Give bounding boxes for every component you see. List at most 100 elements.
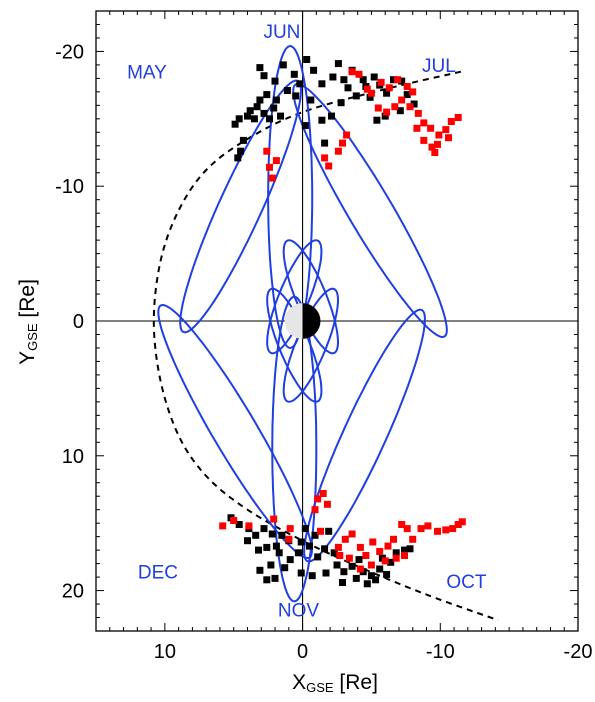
data-points — [219, 56, 466, 588]
black-data-point — [322, 569, 330, 577]
axis-ticks — [95, 10, 579, 632]
black-data-point — [314, 553, 322, 561]
black-data-point — [383, 570, 391, 578]
black-data-point — [234, 154, 242, 162]
black-data-point — [403, 91, 411, 99]
black-data-point — [410, 100, 418, 108]
black-data-point — [352, 92, 360, 100]
red-data-point — [454, 521, 462, 528]
red-data-point — [454, 114, 462, 121]
red-data-point — [268, 174, 276, 182]
black-data-point — [308, 572, 316, 580]
red-data-point — [363, 85, 371, 93]
red-data-point — [377, 78, 385, 86]
black-data-point — [392, 549, 400, 557]
red-data-point — [434, 527, 441, 535]
red-data-point — [341, 535, 349, 543]
red-data-point — [272, 157, 280, 165]
red-data-point — [230, 517, 238, 524]
black-data-point — [272, 96, 280, 104]
red-data-point — [385, 84, 393, 92]
red-data-point — [343, 131, 351, 139]
earth-day-side — [284, 303, 303, 339]
red-data-point — [325, 162, 333, 170]
month-labels: JUN MAY JUL DEC NOV OCT — [127, 22, 487, 621]
black-data-point — [260, 525, 268, 533]
black-data-point — [348, 562, 356, 570]
red-data-point — [369, 538, 377, 546]
y-tick-label: -10 — [55, 176, 84, 198]
red-data-point — [409, 88, 417, 96]
black-data-point — [301, 122, 309, 130]
red-data-point — [390, 535, 397, 543]
y-axis-title-sub: GSE — [25, 323, 40, 351]
red-data-point — [319, 490, 327, 497]
orbit-ellipse — [179, 79, 303, 334]
black-data-point — [256, 566, 264, 574]
red-data-point — [334, 147, 342, 155]
black-data-point — [263, 576, 271, 584]
red-data-point — [431, 149, 439, 156]
x-tick-label: 10 — [154, 641, 176, 663]
red-data-point — [427, 124, 435, 132]
red-data-point — [384, 542, 392, 550]
black-data-point — [297, 538, 305, 546]
red-data-point — [245, 522, 253, 530]
black-data-point — [260, 72, 268, 80]
red-data-point — [348, 530, 356, 538]
red-data-point — [356, 565, 364, 573]
black-data-point — [310, 66, 318, 74]
black-data-point — [337, 99, 345, 107]
black-data-point — [263, 543, 271, 551]
black-data-point — [275, 549, 283, 557]
red-data-point — [317, 527, 324, 535]
red-data-point — [424, 522, 432, 530]
black-data-point — [255, 546, 262, 554]
month-label-nov: NOV — [278, 600, 320, 621]
red-data-point — [420, 119, 428, 127]
black-data-point — [239, 136, 247, 144]
black-data-point — [244, 537, 251, 545]
black-data-point — [355, 556, 363, 564]
red-data-point — [403, 525, 411, 533]
red-data-point — [376, 548, 384, 555]
y-tick-label: 0 — [73, 311, 84, 333]
y-axis-title-main: Y — [16, 351, 39, 365]
black-data-point — [296, 80, 304, 88]
black-data-point — [235, 521, 243, 528]
black-data-point — [244, 112, 251, 120]
black-data-point — [325, 527, 333, 535]
black-data-point — [339, 579, 346, 586]
black-data-point — [235, 115, 243, 123]
black-data-point — [387, 558, 395, 566]
black-data-point — [231, 120, 239, 128]
black-data-point — [263, 91, 271, 99]
red-data-point — [334, 543, 342, 551]
black-data-point — [373, 116, 381, 124]
black-data-point — [340, 568, 348, 576]
red-data-point — [414, 109, 422, 117]
red-data-point — [374, 104, 382, 112]
black-data-point — [270, 104, 278, 112]
black-data-point — [383, 89, 391, 97]
black-data-point — [376, 565, 384, 573]
black-data-point — [250, 115, 258, 123]
month-label-oct: OCT — [446, 572, 487, 593]
zero-lines — [96, 11, 578, 631]
red-data-point — [356, 543, 364, 551]
red-data-point — [442, 126, 450, 134]
red-data-point — [266, 163, 273, 171]
black-data-point — [303, 56, 311, 63]
y-axis-title-unit: [Re] — [16, 279, 39, 323]
x-tick-label: -20 — [564, 641, 593, 663]
red-data-point — [435, 131, 443, 139]
x-tick-label: -10 — [426, 641, 455, 663]
x-axis-title-unit: [Re] — [334, 671, 378, 694]
red-data-point — [314, 495, 322, 503]
red-data-point — [345, 554, 353, 562]
red-data-point — [409, 535, 417, 543]
red-data-point — [403, 83, 411, 90]
black-data-point — [283, 87, 291, 94]
black-data-point — [396, 107, 404, 115]
